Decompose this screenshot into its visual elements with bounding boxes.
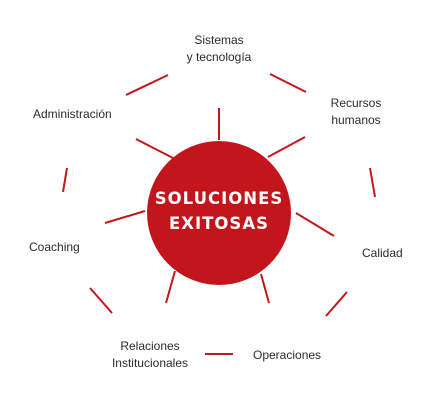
center-title: SOLUCIONES EXITOSAS: [139, 186, 299, 236]
node-recursos-line1: Recursos: [330, 96, 382, 110]
node-operaciones: Operaciones: [253, 348, 322, 362]
spoke-coaching: [104, 210, 146, 224]
node-sistemas-line1: Sistemas: [194, 33, 244, 47]
ring-segment-relaciones-coaching: [89, 287, 113, 314]
spoke-calidad: [295, 212, 335, 237]
ring-segment-sistemas-recursos: [269, 73, 307, 93]
spoke-operaciones: [260, 273, 270, 304]
node-calidad: Calidad: [362, 246, 403, 260]
center-title-line1: SOLUCIONES: [154, 189, 284, 208]
node-relaciones-line2: Institucionales: [111, 356, 189, 370]
node-sistemas-line2: y tecnología: [186, 50, 252, 64]
node-recursos-line2: humanos: [331, 113, 381, 127]
spoke-relaciones: [165, 270, 176, 304]
node-administracion: Administración: [33, 107, 112, 121]
ring-segment-recursos-calidad: [369, 167, 376, 198]
center-circle: [147, 141, 291, 285]
node-sistemas-y-tecnologia: Sistemas y tecnología: [169, 32, 269, 66]
node-recursos-humanos: Recursos humanos: [316, 95, 396, 129]
ring-segment-coaching-administracion: [62, 167, 68, 193]
node-coaching: Coaching: [29, 240, 80, 254]
node-relaciones-line1: Relaciones: [120, 339, 180, 353]
node-relaciones-institucionales: Relaciones Institucionales: [100, 338, 200, 372]
ring-segment-administracion-sistemas: [125, 74, 169, 96]
center-title-line2: EXITOSAS: [169, 214, 269, 233]
ring-segment-calidad-operaciones: [325, 291, 348, 317]
spoke-administracion: [135, 138, 174, 159]
spoke-recursos: [267, 136, 306, 158]
